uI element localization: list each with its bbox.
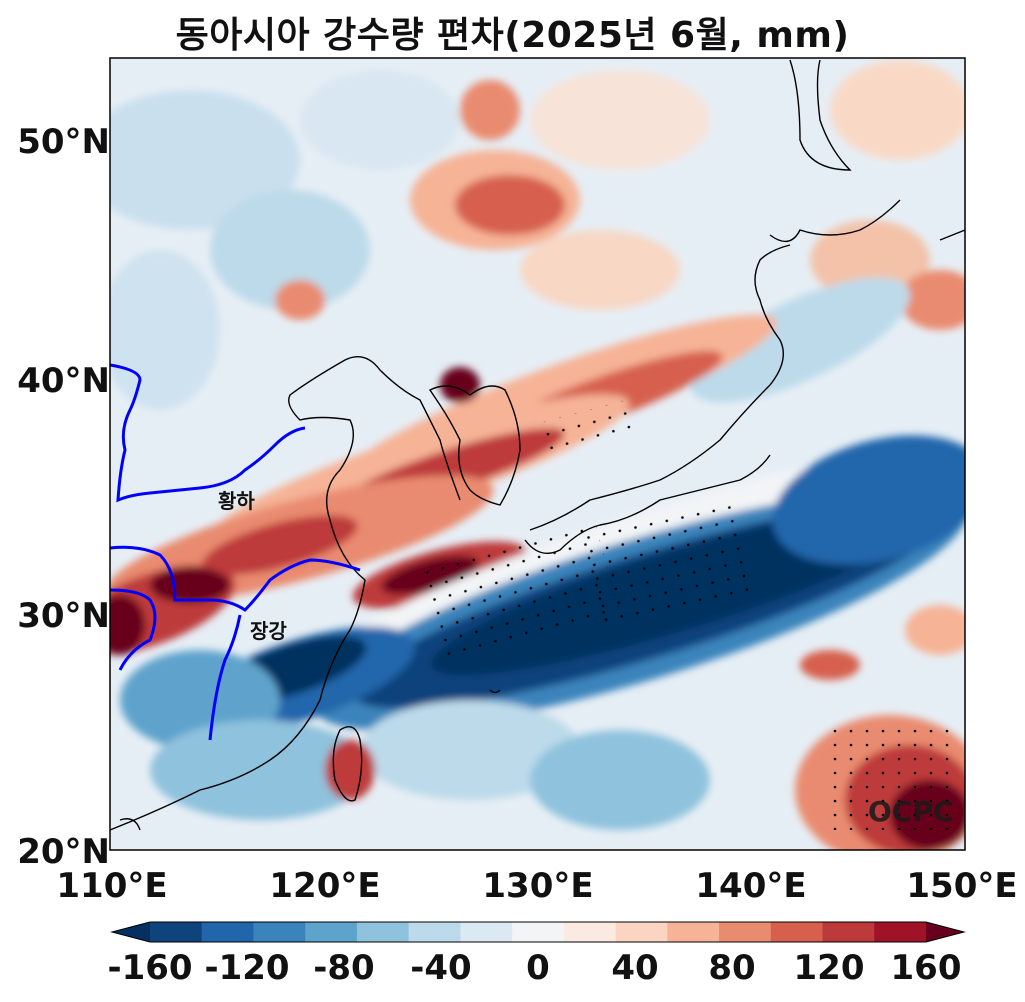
colorbar-tick: 40 (611, 948, 659, 988)
colorbar-outline (110, 921, 966, 943)
yangtze-river (110, 545, 361, 612)
colorbar-tick: 0 (526, 948, 550, 988)
lon-label-140: 140°E (695, 866, 807, 906)
yangtze-river-label: 장강 (250, 619, 287, 643)
lon-label-150: 150°E (906, 866, 1018, 906)
colorbar-extend-high (926, 922, 964, 942)
colorbar-segment (563, 922, 617, 942)
rivers (110, 363, 361, 741)
colorbar-segment (874, 922, 927, 942)
colorbar-tick: -80 (313, 948, 375, 988)
colorbar-segment (408, 922, 461, 942)
colorbar-tick: 160 (890, 948, 962, 988)
coastlines (110, 59, 965, 831)
ocpc-watermark: OCPC (868, 795, 954, 828)
yellow-river-label: 황하 (218, 489, 255, 513)
lat-label-40: 40°N (17, 361, 110, 401)
lon-label-130: 130°E (482, 866, 594, 906)
lon-label-120: 120°E (269, 866, 381, 906)
colorbar-segment (615, 922, 668, 942)
colorbar-segment (719, 922, 772, 942)
colorbar-tick: -160 (107, 948, 193, 988)
lat-label-20: 20°N (17, 832, 110, 872)
colorbar-tick: 80 (708, 948, 756, 988)
colorbar-segment (822, 922, 875, 942)
colorbar-segment (460, 922, 513, 942)
colorbar-tick: -40 (410, 948, 472, 988)
colorbar-segment (770, 922, 824, 942)
colorbar-segment (201, 922, 254, 942)
lon-label-110: 110°E (56, 866, 168, 906)
colorbar-segment (253, 922, 306, 942)
map-frame (109, 57, 966, 851)
colorbar-segment (512, 922, 565, 942)
colorbar-segment (305, 922, 358, 942)
colorbar (110, 921, 966, 943)
yellow-river (110, 363, 306, 503)
page-title: 동아시아 강수량 편차(2025년 6월, mm) (175, 15, 850, 56)
lat-label-50: 50°N (17, 122, 110, 162)
colorbar-segment (667, 922, 720, 942)
colorbar-segment (356, 922, 410, 942)
colorbar-tick: -120 (204, 948, 290, 988)
colorbar-segment (150, 922, 203, 942)
colorbar-extend-low (112, 922, 150, 942)
colorbar-tick: 120 (793, 948, 865, 988)
lat-label-30: 30°N (17, 596, 110, 636)
anomaly-field (110, 58, 965, 850)
